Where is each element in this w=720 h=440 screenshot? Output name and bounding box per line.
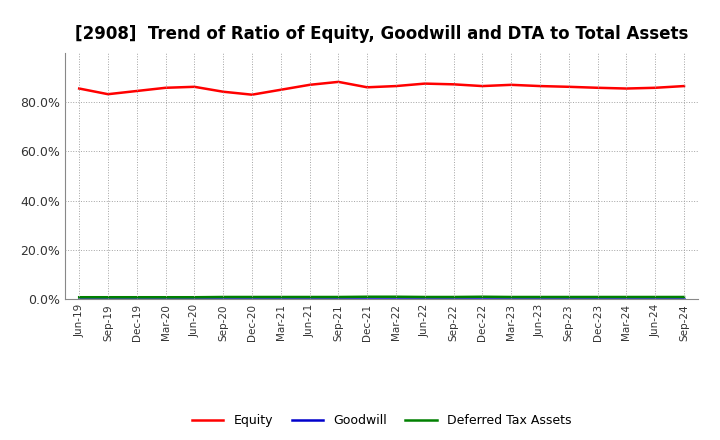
- Goodwill: [248, 297, 256, 302]
- Equity: [420, 81, 429, 86]
- Equity: [392, 84, 400, 89]
- Deferred Tax Assets: [276, 294, 285, 300]
- Title: [2908]  Trend of Ratio of Equity, Goodwill and DTA to Total Assets: [2908] Trend of Ratio of Equity, Goodwil…: [75, 25, 688, 43]
- Deferred Tax Assets: [622, 294, 631, 300]
- Equity: [478, 84, 487, 89]
- Deferred Tax Assets: [507, 294, 516, 300]
- Line: Equity: Equity: [79, 82, 684, 95]
- Deferred Tax Assets: [334, 294, 343, 300]
- Equity: [132, 88, 141, 94]
- Legend: Equity, Goodwill, Deferred Tax Assets: Equity, Goodwill, Deferred Tax Assets: [187, 409, 576, 432]
- Goodwill: [536, 297, 544, 302]
- Equity: [651, 85, 660, 91]
- Deferred Tax Assets: [190, 295, 199, 300]
- Goodwill: [449, 297, 458, 302]
- Deferred Tax Assets: [564, 294, 573, 300]
- Equity: [564, 84, 573, 89]
- Goodwill: [334, 297, 343, 302]
- Deferred Tax Assets: [651, 294, 660, 300]
- Deferred Tax Assets: [680, 294, 688, 300]
- Equity: [190, 84, 199, 89]
- Deferred Tax Assets: [363, 294, 372, 299]
- Goodwill: [104, 297, 112, 302]
- Equity: [363, 84, 372, 90]
- Goodwill: [593, 297, 602, 302]
- Goodwill: [363, 297, 372, 302]
- Equity: [449, 82, 458, 87]
- Goodwill: [75, 297, 84, 302]
- Equity: [276, 87, 285, 92]
- Goodwill: [190, 297, 199, 302]
- Deferred Tax Assets: [132, 295, 141, 300]
- Goodwill: [276, 297, 285, 302]
- Equity: [507, 82, 516, 88]
- Deferred Tax Assets: [305, 294, 314, 300]
- Goodwill: [219, 297, 228, 302]
- Deferred Tax Assets: [104, 295, 112, 300]
- Deferred Tax Assets: [248, 294, 256, 300]
- Equity: [334, 79, 343, 84]
- Deferred Tax Assets: [449, 294, 458, 300]
- Goodwill: [651, 297, 660, 302]
- Equity: [622, 86, 631, 91]
- Goodwill: [622, 297, 631, 302]
- Goodwill: [507, 297, 516, 302]
- Deferred Tax Assets: [478, 294, 487, 299]
- Equity: [536, 84, 544, 89]
- Deferred Tax Assets: [420, 294, 429, 300]
- Equity: [104, 92, 112, 97]
- Goodwill: [132, 297, 141, 302]
- Goodwill: [478, 297, 487, 302]
- Deferred Tax Assets: [536, 294, 544, 300]
- Equity: [75, 86, 84, 91]
- Deferred Tax Assets: [392, 294, 400, 299]
- Goodwill: [305, 297, 314, 302]
- Deferred Tax Assets: [75, 295, 84, 300]
- Deferred Tax Assets: [161, 295, 170, 300]
- Goodwill: [420, 297, 429, 302]
- Goodwill: [392, 297, 400, 302]
- Deferred Tax Assets: [593, 294, 602, 300]
- Equity: [219, 89, 228, 94]
- Equity: [593, 85, 602, 91]
- Goodwill: [161, 297, 170, 302]
- Deferred Tax Assets: [219, 294, 228, 300]
- Equity: [305, 82, 314, 88]
- Equity: [680, 84, 688, 89]
- Equity: [161, 85, 170, 91]
- Goodwill: [680, 297, 688, 302]
- Goodwill: [564, 297, 573, 302]
- Equity: [248, 92, 256, 97]
